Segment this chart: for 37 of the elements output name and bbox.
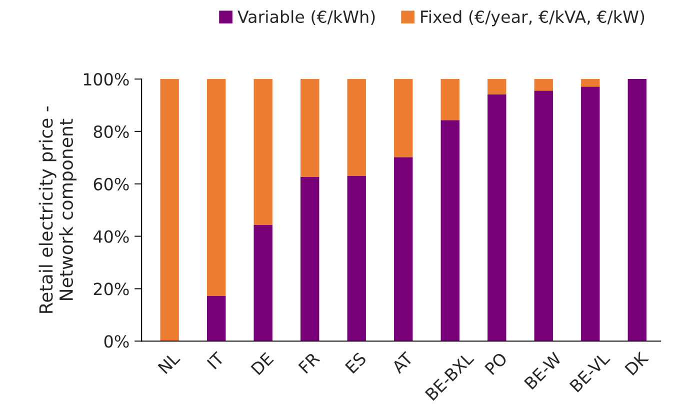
y-tick-label: 100% <box>84 73 129 86</box>
bar <box>300 176 320 342</box>
x-tick-label: ES <box>344 352 367 374</box>
x-tick-label: AT <box>390 351 414 374</box>
legend-label: Variable (€/kWh) <box>238 10 375 26</box>
bar <box>254 79 272 226</box>
y-tick-label: 20% <box>94 282 129 296</box>
bar <box>440 79 460 120</box>
y-axis-title: Retail electricity price - Network component <box>38 106 77 313</box>
bar <box>347 176 366 342</box>
y-tick-label: 40% <box>94 230 129 243</box>
bar <box>534 79 553 91</box>
x-tick-label: FR <box>298 352 320 374</box>
x-tick-label: PO <box>484 352 508 376</box>
bar <box>206 79 226 296</box>
bar <box>394 157 413 342</box>
bar <box>206 296 226 342</box>
bar <box>160 79 179 342</box>
bar <box>488 94 506 342</box>
y-tick-label: 0% <box>104 335 129 348</box>
y-tick-label: 80% <box>94 125 129 138</box>
bar <box>488 79 506 94</box>
x-tick-label: DK <box>624 350 650 376</box>
bar <box>581 79 600 87</box>
bar <box>254 225 272 342</box>
bar <box>347 79 366 176</box>
legend-label: Fixed (€/year, €/kVA, €/kW) <box>421 10 644 26</box>
x-tick-label: NL <box>158 351 180 374</box>
bar <box>440 120 460 342</box>
bar <box>628 79 646 342</box>
bar <box>394 79 413 158</box>
x-tick-label: IT <box>206 351 225 370</box>
bar <box>581 86 600 342</box>
bar <box>300 79 320 177</box>
x-tick-label: DE <box>250 352 274 376</box>
bar <box>534 90 553 342</box>
y-tick-label: 60% <box>94 178 129 190</box>
